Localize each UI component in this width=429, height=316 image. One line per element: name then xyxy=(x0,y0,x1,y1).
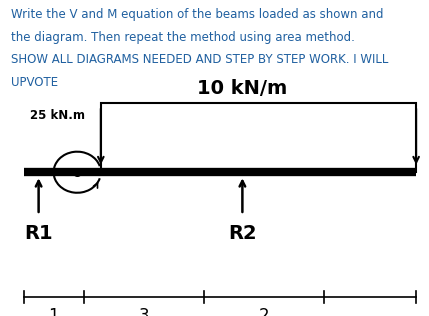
Text: R2: R2 xyxy=(228,224,257,243)
Text: Write the V and M equation of the beams loaded as shown and: Write the V and M equation of the beams … xyxy=(11,8,383,21)
Text: 25 kN.m: 25 kN.m xyxy=(30,109,85,122)
Bar xyxy=(101,103,416,172)
Text: 3: 3 xyxy=(139,307,149,316)
Text: R1: R1 xyxy=(24,224,53,243)
Text: 1: 1 xyxy=(48,307,59,316)
Text: 10 kN/m: 10 kN/m xyxy=(197,79,287,98)
Text: the diagram. Then repeat the method using area method.: the diagram. Then repeat the method usin… xyxy=(11,31,355,44)
Text: 2: 2 xyxy=(259,307,269,316)
Text: SHOW ALL DIAGRAMS NEEDED AND STEP BY STEP WORK. I WILL: SHOW ALL DIAGRAMS NEEDED AND STEP BY STE… xyxy=(11,53,388,66)
Text: UPVOTE: UPVOTE xyxy=(11,76,58,89)
